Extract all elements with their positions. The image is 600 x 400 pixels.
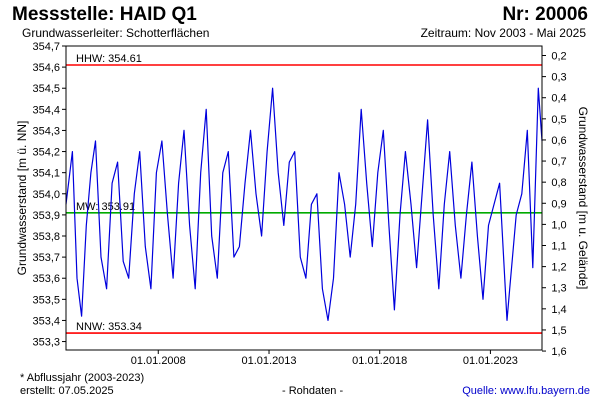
- source-link[interactable]: Quelle: www.lfu.bayern.de: [462, 385, 590, 397]
- station-number: Nr: 20006: [502, 4, 588, 25]
- y-axis-label: Grundwasserstand [m ü. NN]: [15, 121, 29, 276]
- y2-tick-label: 0,6: [551, 135, 566, 147]
- y-tick-label: 353,5: [32, 294, 60, 306]
- hhw-label: HHW: 354.61: [76, 53, 142, 65]
- y2-tick-label: 1,5: [551, 325, 566, 337]
- y-tick-label: 353,6: [32, 273, 60, 285]
- y-tick-label: 353,4: [32, 315, 60, 327]
- y-tick-label: 353,3: [32, 337, 60, 349]
- y2-tick-label: 1,3: [551, 283, 566, 295]
- x-tick-label: 01.01.2013: [241, 355, 296, 367]
- created-date: erstellt: 07.05.2025: [20, 385, 114, 397]
- x-tick-label: 01.01.2018: [352, 355, 407, 367]
- y-tick-label: 354,7: [32, 41, 60, 53]
- y2-tick-label: 1,1: [551, 241, 566, 253]
- x-tick-label: 01.01.2023: [463, 355, 518, 367]
- y-tick-label: 354,0: [32, 189, 60, 201]
- aquifer-label: Grundwasserleiter: Schotterflächen: [22, 26, 210, 40]
- y2-tick-label: 0,7: [551, 156, 566, 168]
- y2-tick-label: 1,0: [551, 219, 566, 231]
- chart-title: Messstelle: HAID Q1: [12, 4, 197, 25]
- y-tick-label: 354,6: [32, 62, 60, 74]
- rawdata-label: - Rohdaten -: [282, 385, 344, 397]
- y2-tick-label: 0,9: [551, 198, 566, 210]
- y2-tick-label: 0,3: [551, 72, 566, 84]
- y2-tick-label: 0,5: [551, 114, 566, 126]
- y-tick-label: 353,7: [32, 252, 60, 264]
- x-tick-label: 01.01.2008: [131, 355, 186, 367]
- y2-tick-label: 0,4: [551, 93, 566, 105]
- y2-tick-label: 1,2: [551, 262, 566, 274]
- y-tick-label: 353,8: [32, 231, 60, 243]
- groundwater-series-line: [65, 87, 543, 321]
- y2-axis-label: Grundwasserstand [m u. Gelände]: [576, 107, 590, 290]
- plot-frame: [65, 45, 543, 351]
- mw-label: MW: 353.91: [76, 201, 135, 213]
- y2-tick-label: 1,6: [551, 346, 566, 358]
- y-tick-label: 354,5: [32, 83, 60, 95]
- y-tick-label: 354,2: [32, 147, 60, 159]
- y2-tick-label: 1,4: [551, 304, 566, 316]
- y-tick-label: 354,4: [32, 104, 60, 116]
- footnote: * Abflussjahr (2003-2023): [20, 372, 145, 384]
- y-tick-label: 354,3: [32, 125, 60, 137]
- nnw-label: NNW: 353.34: [76, 321, 142, 333]
- y-tick-label: 354,1: [32, 168, 60, 180]
- y2-tick-label: 0,8: [551, 177, 566, 189]
- period-label: Zeitraum: Nov 2003 - Mai 2025: [420, 26, 586, 40]
- y-tick-label: 353,9: [32, 210, 60, 222]
- y2-tick-label: 0,2: [551, 51, 566, 63]
